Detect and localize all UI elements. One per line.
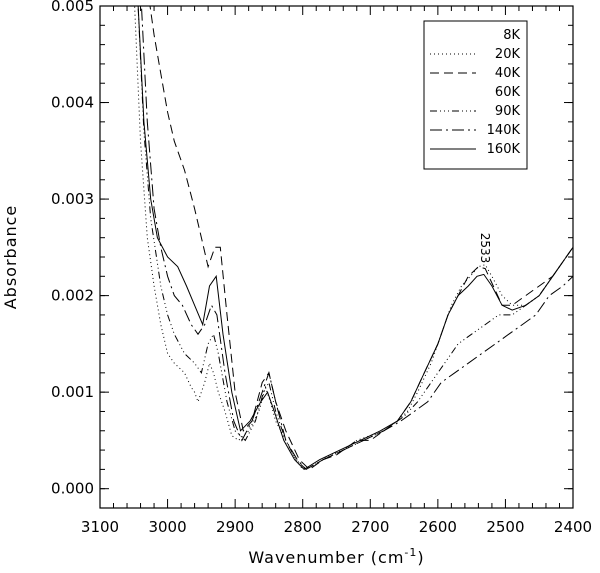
peak-annotation: 2533	[478, 233, 492, 264]
x-tick-label: 2400	[554, 518, 592, 536]
legend: 8K 20K 40K 60K 90K 140K 160K	[423, 20, 528, 170]
legend-label: 60K	[495, 85, 521, 100]
legend-label: 160K	[487, 142, 521, 157]
y-tick-label: 0.005	[51, 0, 94, 15]
y-axis-label: Absorbance	[1, 205, 20, 310]
x-axis-label-exponent: -1	[404, 546, 417, 559]
series-line-40k	[149, 6, 573, 471]
series-line-20k	[134, 6, 573, 470]
series-lines	[134, 6, 573, 471]
series-line-90k	[137, 6, 573, 471]
x-axis-label-main: Wavenumber (cm	[248, 548, 404, 567]
y-tick-label: 0.004	[51, 94, 94, 112]
legend-label: 40K	[495, 66, 521, 81]
x-tick-label: 3100	[81, 518, 119, 536]
x-tick-label: 2600	[419, 518, 457, 536]
legend-label: 140K	[487, 123, 521, 138]
axis-ticks: 3100 3000 2900 2800 2700 2600 2500 2400 0.000 0.0…	[51, 0, 592, 536]
legend-box	[423, 20, 528, 170]
x-tick-label: 2700	[351, 518, 389, 536]
x-tick-label: 2800	[284, 518, 322, 536]
y-tick-label: 0.003	[51, 190, 94, 208]
x-tick-label: 2900	[216, 518, 254, 536]
y-tick-label: 0.001	[51, 383, 94, 401]
x-axis-label-close: )	[417, 548, 424, 567]
series-line-160k	[137, 6, 573, 471]
x-tick-label: 2500	[486, 518, 524, 536]
y-tick-label: 0.002	[51, 287, 94, 305]
y-tick-label: 0.000	[51, 480, 94, 498]
x-axis-label: Wavenumber (cm-1)	[248, 546, 424, 567]
legend-label: 20K	[495, 47, 521, 62]
series-line-140k	[140, 6, 573, 471]
legend-label: 8K	[503, 28, 520, 43]
x-tick-label: 3000	[148, 518, 186, 536]
legend-label: 90K	[495, 104, 521, 119]
